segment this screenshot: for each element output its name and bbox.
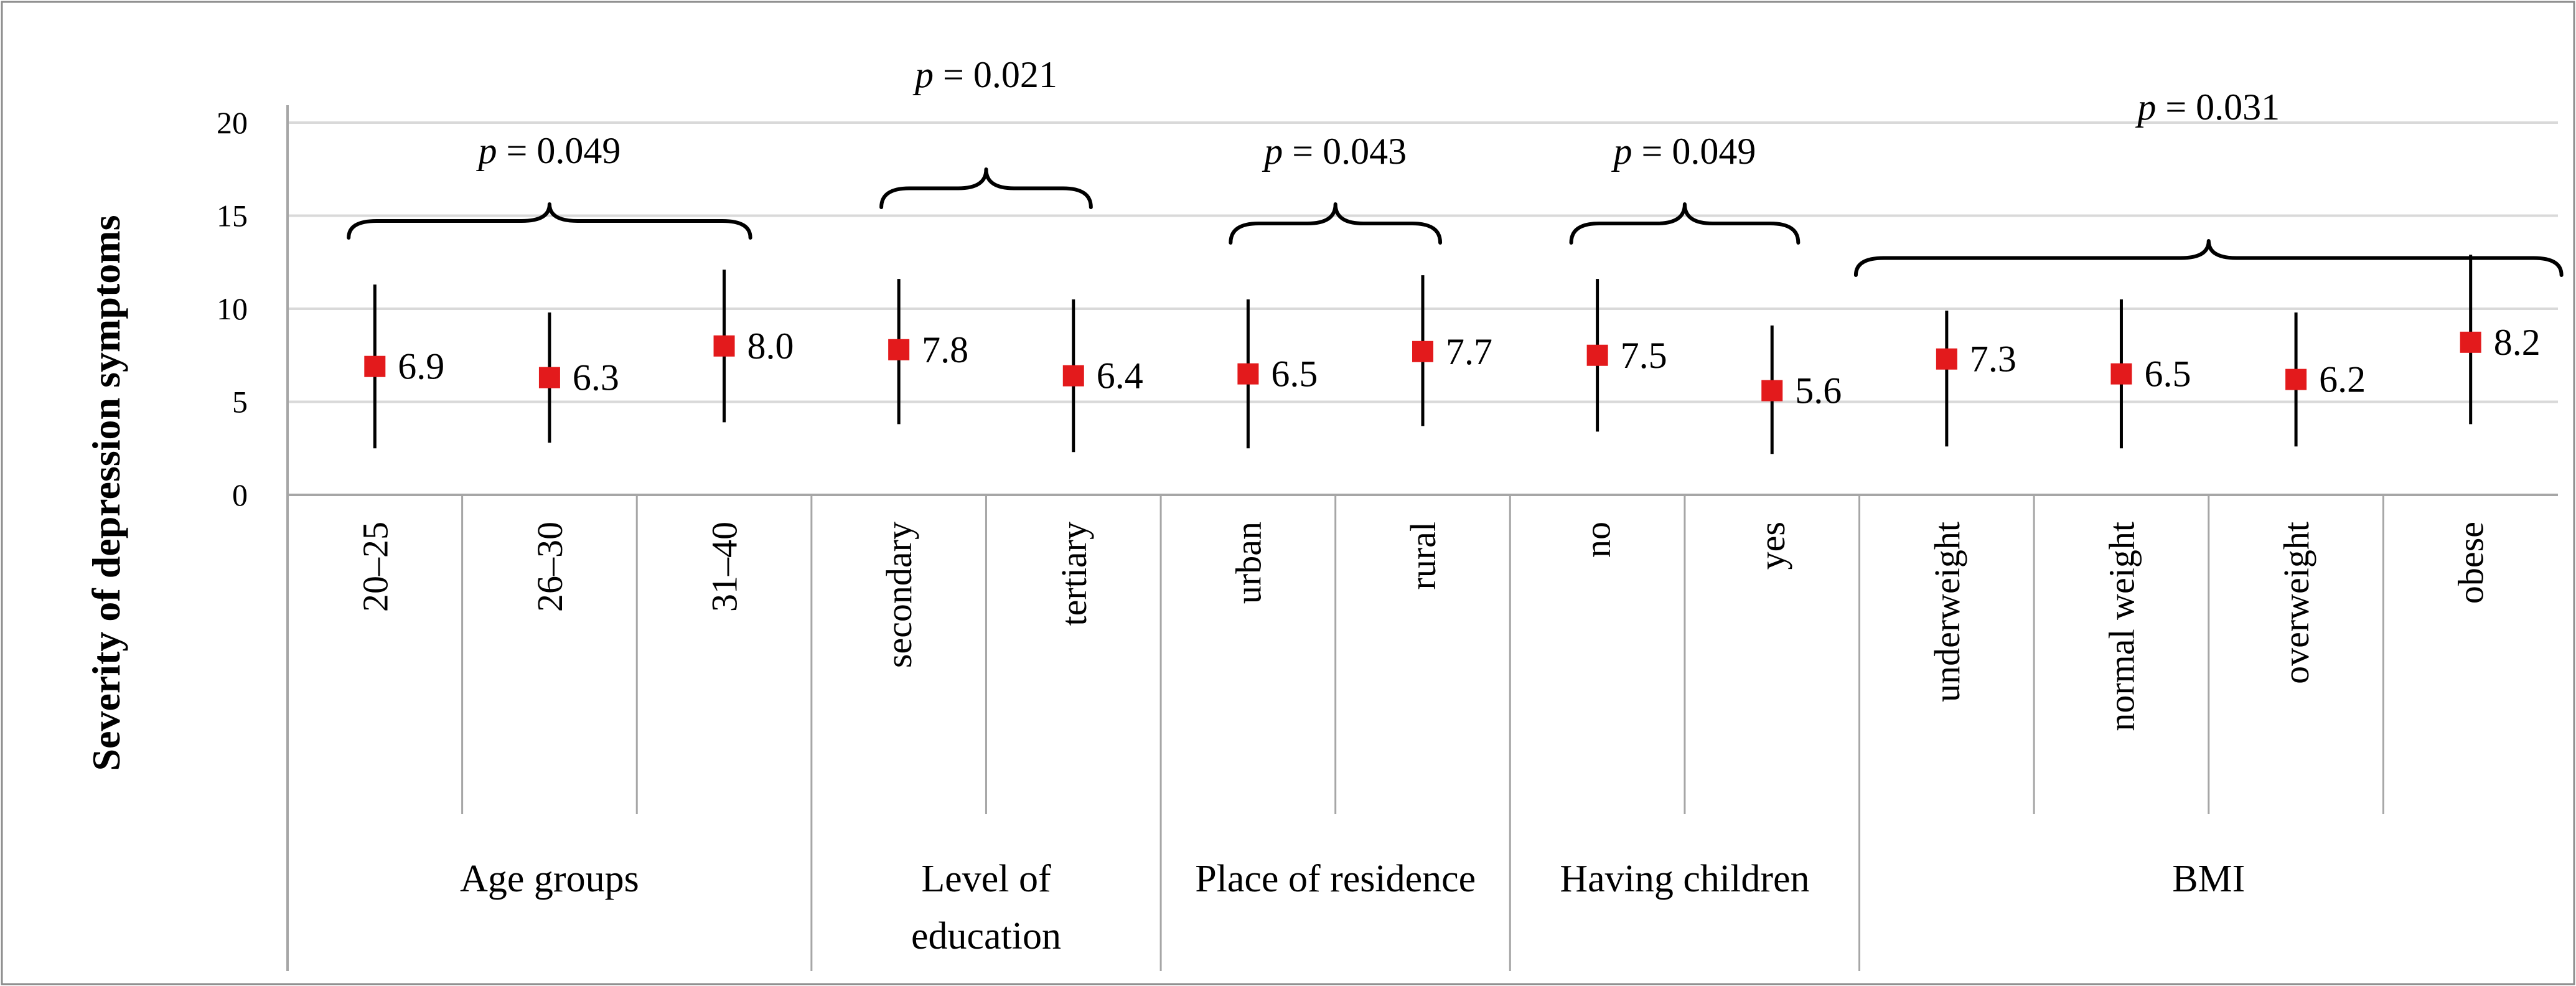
p-symbol: p	[912, 54, 934, 95]
p-value-label: p = 0.031	[2135, 87, 2280, 128]
category-label: underweight	[1927, 522, 1967, 702]
data-label: 7.7	[1446, 331, 1492, 372]
mean-marker	[1586, 344, 1608, 366]
category-label: secondary	[879, 522, 919, 668]
mean-markers	[364, 331, 2481, 401]
category-label: obese	[2451, 522, 2491, 604]
p-symbol: p	[1611, 131, 1632, 172]
data-label: 8.0	[747, 326, 794, 367]
significance-brace	[1229, 202, 1443, 245]
data-label: 7.3	[1970, 339, 2016, 380]
mean-marker	[713, 335, 735, 357]
group-label: Place of residence	[1195, 858, 1476, 900]
p-value: = 0.021	[934, 54, 1057, 95]
category-label: 20–25	[355, 522, 395, 612]
mean-marker	[1936, 348, 1957, 370]
significance-brace	[1853, 239, 2564, 277]
mean-marker	[1237, 363, 1259, 385]
category-label: normal weight	[2101, 522, 2142, 731]
axes	[286, 105, 2558, 971]
p-value-label: p = 0.021	[912, 54, 1057, 95]
y-tick-label: 0	[232, 477, 248, 512]
significance-brace	[1569, 202, 1801, 245]
data-label: 6.3	[573, 357, 619, 398]
category-label: yes	[1752, 522, 1792, 570]
y-tick-label: 10	[217, 291, 248, 326]
p-value: = 0.031	[2156, 87, 2280, 128]
mean-marker	[2460, 331, 2481, 353]
category-label: tertiary	[1054, 522, 1094, 626]
p-value-label: p = 0.049	[476, 130, 621, 171]
p-value: = 0.049	[497, 130, 621, 171]
mean-marker	[1761, 380, 1783, 401]
category-label: 31–40	[705, 522, 745, 612]
data-label: 6.5	[1271, 354, 1318, 395]
mean-marker	[1062, 365, 1084, 387]
category-label: 26–30	[530, 522, 570, 612]
data-label: 6.5	[2144, 354, 2191, 395]
y-axis-title: Severity of depression symptoms	[84, 215, 128, 771]
mean-marker	[1412, 340, 1433, 362]
category-label: rural	[1403, 522, 1443, 590]
data-label: 7.5	[1621, 335, 1667, 376]
chart-labels: 0 5 10 15 20 6.9 20–25 6.3 26–30 8.0 31–40 7.8 secon…	[217, 54, 2541, 957]
group-label: education	[911, 915, 1061, 957]
data-label: 8.2	[2494, 322, 2541, 363]
group-label: BMI	[2172, 858, 2245, 900]
group-label: Level of	[921, 858, 1051, 900]
y-tick-label: 15	[217, 199, 248, 233]
p-value-label: p = 0.049	[1611, 131, 1756, 172]
p-value: = 0.043	[1283, 131, 1407, 172]
p-symbol: p	[2135, 87, 2156, 128]
category-label: urban	[1228, 522, 1268, 604]
category-label: overweight	[2276, 522, 2316, 684]
data-label: 6.9	[398, 346, 444, 387]
significance-brace	[347, 202, 752, 240]
data-label: 7.8	[922, 329, 968, 370]
y-tick-label: 20	[217, 105, 248, 140]
p-symbol: p	[1262, 131, 1283, 172]
p-value: = 0.049	[1632, 131, 1756, 172]
group-label: Having children	[1560, 858, 1809, 900]
mean-marker	[2285, 369, 2307, 390]
data-label: 5.6	[1795, 370, 1842, 411]
significance-brace	[879, 167, 1093, 209]
mean-marker	[538, 367, 560, 388]
mean-marker	[364, 355, 386, 377]
mean-marker	[888, 339, 910, 360]
y-tick-label: 5	[232, 385, 248, 420]
p-symbol: p	[476, 130, 497, 171]
category-label: no	[1578, 522, 1618, 558]
data-label: 6.2	[2319, 359, 2366, 400]
p-value-label: p = 0.043	[1262, 131, 1407, 172]
mean-marker	[2110, 363, 2132, 385]
data-label: 6.4	[1097, 355, 1143, 397]
significance-braces	[347, 167, 2564, 277]
group-label: Age groups	[460, 858, 639, 900]
